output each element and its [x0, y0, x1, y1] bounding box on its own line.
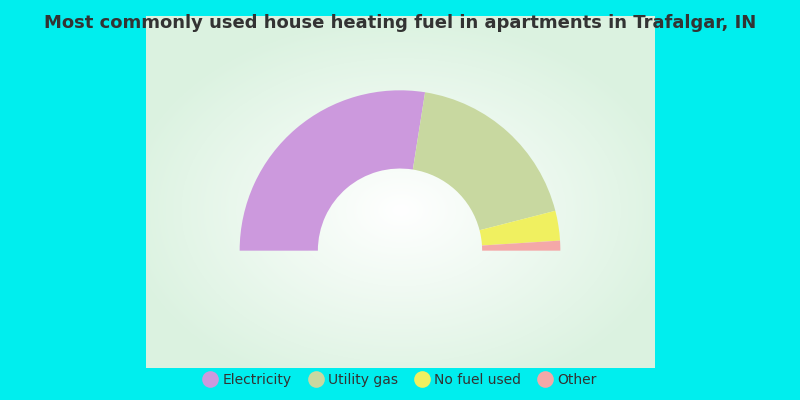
Wedge shape	[240, 90, 425, 251]
Legend: Electricity, Utility gas, No fuel used, Other: Electricity, Utility gas, No fuel used, …	[203, 373, 597, 387]
Wedge shape	[479, 211, 560, 246]
Text: Most commonly used house heating fuel in apartments in Trafalgar, IN: Most commonly used house heating fuel in…	[44, 14, 756, 32]
Wedge shape	[413, 92, 555, 230]
Wedge shape	[482, 240, 560, 251]
